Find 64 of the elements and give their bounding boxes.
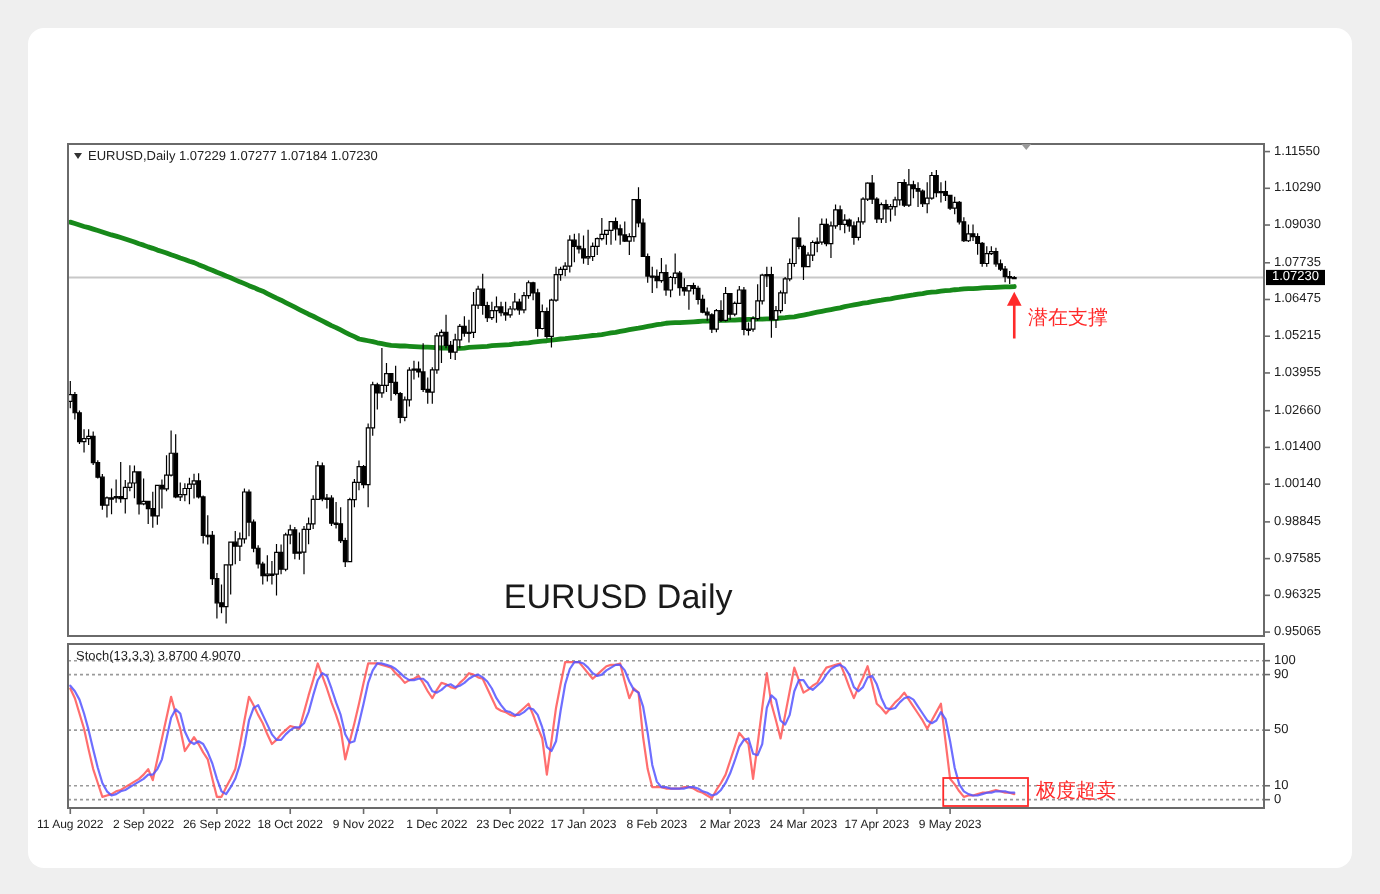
candlestick [915, 181, 921, 208]
candlestick [1007, 270, 1013, 285]
candlestick [283, 532, 289, 572]
candlestick [150, 491, 156, 529]
candlestick [567, 234, 573, 274]
candlestick [993, 247, 999, 268]
candlestick [471, 291, 476, 339]
candlestick [274, 543, 279, 597]
candlestick [1002, 265, 1008, 283]
candlestick [512, 292, 518, 312]
candlestick [663, 263, 669, 297]
candlestick [173, 433, 179, 499]
candlestick [851, 220, 857, 246]
candlestick [516, 298, 522, 316]
candlestick [686, 285, 692, 311]
candlestick [585, 229, 591, 266]
candlestick [109, 487, 114, 515]
candlestick [301, 525, 307, 575]
candlestick [966, 223, 971, 243]
candlestick [819, 218, 825, 246]
candlestick [810, 239, 816, 262]
candlestick [768, 266, 774, 339]
candlestick [727, 292, 733, 321]
candlestick [700, 294, 706, 314]
candlestick [842, 213, 848, 234]
candlestick [943, 180, 948, 202]
candlestick [920, 188, 926, 208]
candlestick [264, 554, 270, 583]
candlestick [319, 461, 325, 502]
candlestick [979, 241, 985, 268]
candlestick [544, 306, 550, 340]
candlestick [883, 199, 889, 224]
candlestick [489, 301, 495, 321]
candlestick [480, 273, 486, 316]
candlestick [535, 288, 541, 338]
annotation: 极度超卖 [1034, 779, 1117, 803]
candlestick [182, 482, 188, 502]
candlestick [906, 168, 912, 208]
candlestick [498, 301, 504, 317]
candlestick [503, 301, 509, 322]
candlestick [494, 295, 499, 324]
candlestick [136, 470, 142, 516]
text: EURUSD Daily [503, 578, 734, 616]
candlestick [741, 286, 747, 336]
candlestick [187, 477, 192, 505]
candlestick [723, 286, 728, 323]
candlestick [933, 169, 939, 198]
line-series [68, 219, 1017, 352]
candlestick [292, 526, 298, 560]
candlestick [154, 484, 160, 526]
candlestick [617, 223, 623, 246]
candlestick [878, 201, 884, 224]
candlestick [329, 494, 334, 527]
annotation: 潜在支撑 [1028, 305, 1109, 330]
candlestick [984, 245, 990, 268]
candlestick [888, 203, 893, 223]
candlestick [191, 473, 197, 500]
candlestick [608, 220, 614, 246]
candlestick [713, 308, 719, 333]
candlestick [837, 204, 843, 231]
candlestick [613, 216, 619, 242]
candlestick [695, 285, 701, 306]
candlestick [581, 234, 586, 265]
candlestick [709, 312, 715, 334]
